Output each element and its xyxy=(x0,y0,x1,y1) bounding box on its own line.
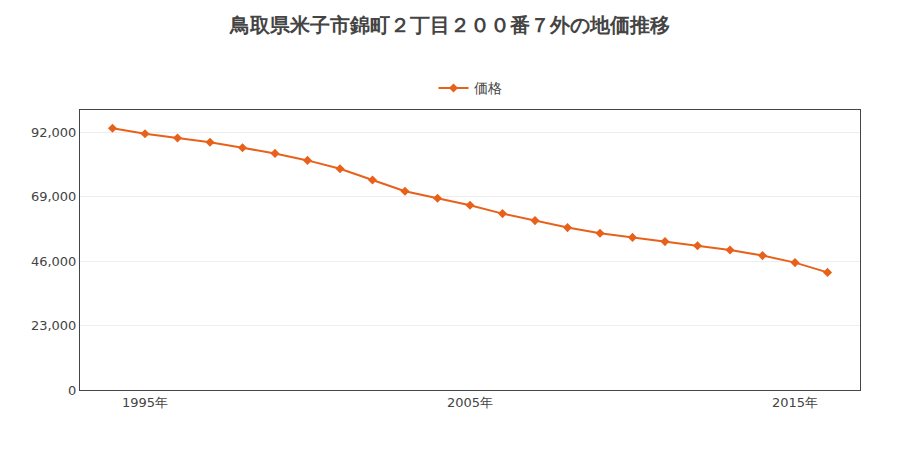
svg-text:46,000: 46,000 xyxy=(31,254,77,269)
svg-text:1995年: 1995年 xyxy=(122,395,168,410)
svg-text:2005年: 2005年 xyxy=(447,395,493,410)
svg-text:価格: 価格 xyxy=(474,80,502,96)
svg-text:2015年: 2015年 xyxy=(772,395,818,410)
svg-text:92,000: 92,000 xyxy=(31,125,77,140)
svg-text:0: 0 xyxy=(68,383,76,398)
svg-text:69,000: 69,000 xyxy=(31,189,77,204)
svg-text:23,000: 23,000 xyxy=(31,318,77,333)
svg-text:鳥取県米子市錦町２丁目２００番７外の地価推移: 鳥取県米子市錦町２丁目２００番７外の地価推移 xyxy=(229,13,670,37)
